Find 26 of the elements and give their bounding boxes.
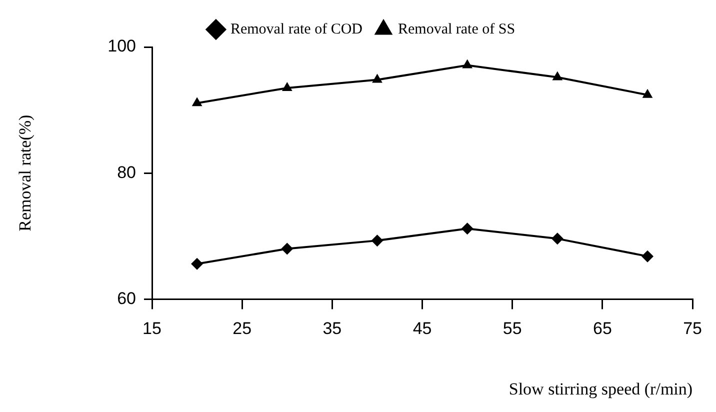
legend-label: Removal rate of COD: [230, 21, 363, 38]
x-tick-label: 55: [502, 319, 522, 338]
x-tick-label: 65: [592, 319, 612, 338]
point: [642, 250, 654, 262]
point: [642, 88, 653, 98]
point: [551, 232, 564, 245]
point: [462, 59, 473, 68]
y-tick-label: 80: [117, 162, 136, 182]
x-axis-title: Slow stirring speed (r/min): [508, 379, 693, 398]
point: [282, 82, 292, 91]
point: [281, 242, 294, 255]
point: [192, 97, 202, 106]
legend-label: Removal rate of SS: [398, 21, 516, 38]
x-tick-label: 45: [412, 319, 432, 338]
point: [552, 71, 563, 80]
y-tick-label: 100: [108, 36, 136, 56]
y-axis-title: Removal rate(%): [16, 114, 35, 232]
x-tick-label: 15: [142, 319, 162, 338]
y-tick-label: 60: [117, 288, 136, 308]
point: [461, 222, 474, 235]
x-tick-label: 75: [683, 319, 702, 338]
point: [191, 258, 204, 270]
point: [372, 74, 382, 83]
x-tick-label: 25: [232, 319, 252, 338]
x-tick-label: 35: [322, 319, 342, 338]
point: [371, 234, 384, 247]
